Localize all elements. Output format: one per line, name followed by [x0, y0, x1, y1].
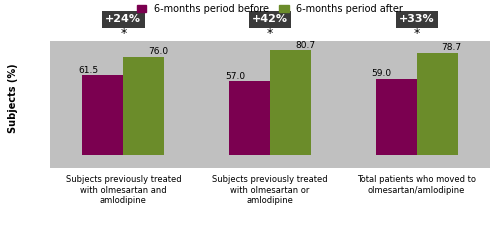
- Bar: [270, 50, 311, 156]
- Text: 80.7: 80.7: [295, 41, 315, 50]
- Text: 59.0: 59.0: [372, 69, 392, 78]
- Text: 61.5: 61.5: [78, 66, 98, 75]
- Text: +42%: +42%: [252, 14, 288, 24]
- Text: *: *: [414, 27, 420, 40]
- Text: *: *: [267, 27, 273, 40]
- Text: Subjects previously treated
with olmesartan or
amlodipine: Subjects previously treated with olmesar…: [212, 175, 328, 205]
- Text: +24%: +24%: [106, 14, 142, 24]
- Text: 78.7: 78.7: [442, 43, 462, 52]
- Text: 76.0: 76.0: [148, 47, 169, 56]
- Text: Subjects previously treated
with olmesartan and
amlodipine: Subjects previously treated with olmesar…: [66, 175, 181, 205]
- Text: *: *: [120, 27, 126, 40]
- Bar: [376, 79, 416, 156]
- Text: Subjects (%): Subjects (%): [8, 64, 18, 133]
- Text: Total patients who moved to
olmesartan/amlodipine: Total patients who moved to olmesartan/a…: [357, 175, 476, 195]
- Legend: 6-months period before, 6-months period after: 6-months period before, 6-months period …: [133, 0, 407, 18]
- Bar: [124, 56, 164, 156]
- Text: 57.0: 57.0: [225, 72, 245, 81]
- Bar: [82, 76, 124, 156]
- Bar: [416, 53, 458, 156]
- Text: +33%: +33%: [399, 14, 434, 24]
- Bar: [229, 81, 270, 156]
